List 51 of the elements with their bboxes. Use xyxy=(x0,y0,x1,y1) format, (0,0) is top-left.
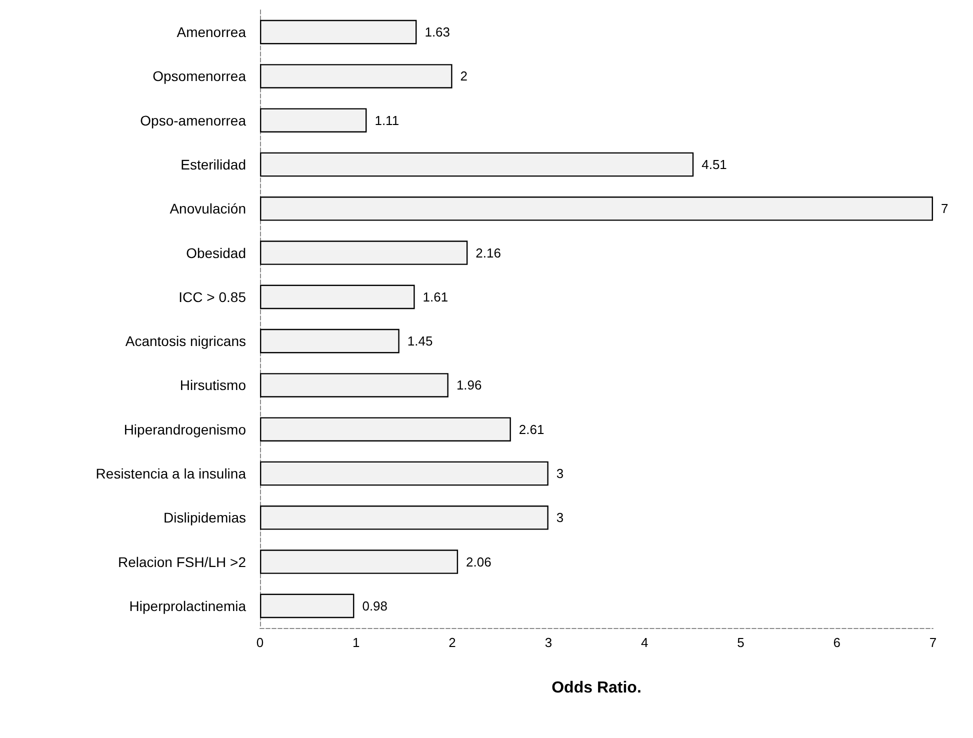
data-label: 1.96 xyxy=(456,378,482,393)
y-tick-label: Hiperandrogenismo xyxy=(124,421,246,438)
y-tick-label: Obesidad xyxy=(186,244,246,261)
bar xyxy=(260,594,354,618)
x-tick-label: 1 xyxy=(352,635,360,650)
y-tick-label: ICC > 0.85 xyxy=(178,288,246,305)
y-tick-label: Anovulación xyxy=(170,200,246,217)
y-tick-label: Opsomenorrea xyxy=(152,68,246,84)
data-label: 1.61 xyxy=(422,289,448,304)
bar xyxy=(260,64,452,88)
x-tick-label: 0 xyxy=(256,635,264,650)
data-label: 2 xyxy=(460,68,468,84)
bar xyxy=(260,461,548,486)
bar xyxy=(260,152,694,177)
x-axis-title: Odds Ratio. xyxy=(552,680,642,696)
data-label: 7 xyxy=(941,201,948,216)
data-label: 2.06 xyxy=(466,554,492,570)
y-tick-label: Opso-amenorrea xyxy=(140,112,246,128)
y-tick-label: Relacion FSH/LH >2 xyxy=(118,554,246,570)
data-label: 0.98 xyxy=(362,598,388,614)
y-tick-label: Resistencia a la insulina xyxy=(96,466,246,482)
data-label: 1.11 xyxy=(374,112,400,128)
data-label: 2.61 xyxy=(518,422,544,437)
y-tick-label: Hirsutismo xyxy=(180,377,246,394)
y-tick-label: Acantosis nigricans xyxy=(125,333,246,350)
bar xyxy=(260,196,933,221)
data-label: 4.51 xyxy=(702,157,727,172)
x-tick-label: 2 xyxy=(448,635,456,650)
y-tick-label: Esterilidad xyxy=(180,156,246,172)
x-tick-label: 6 xyxy=(833,635,840,650)
data-label: 2.16 xyxy=(476,245,501,260)
y-tick-label: Dislipidemias xyxy=(164,510,246,526)
y-tick-label: Hiperprolactinemia xyxy=(129,598,246,614)
x-tick-label: 4 xyxy=(640,635,648,650)
bar xyxy=(260,108,367,132)
data-label: 3 xyxy=(556,466,564,481)
bar xyxy=(260,20,417,44)
x-tick-label: 7 xyxy=(929,635,937,650)
x-tick-label: 5 xyxy=(737,635,744,650)
x-tick-label: 3 xyxy=(544,635,552,650)
bar xyxy=(260,506,548,530)
data-label: 3 xyxy=(556,510,564,526)
bar xyxy=(260,550,458,574)
bar xyxy=(260,373,448,398)
data-label: 1.45 xyxy=(407,334,433,349)
bar xyxy=(260,284,415,310)
bar xyxy=(260,328,400,354)
data-label: 1.63 xyxy=(424,24,450,40)
y-tick-label: Amenorrea xyxy=(176,24,246,40)
bar xyxy=(260,417,511,442)
bar xyxy=(260,240,468,265)
